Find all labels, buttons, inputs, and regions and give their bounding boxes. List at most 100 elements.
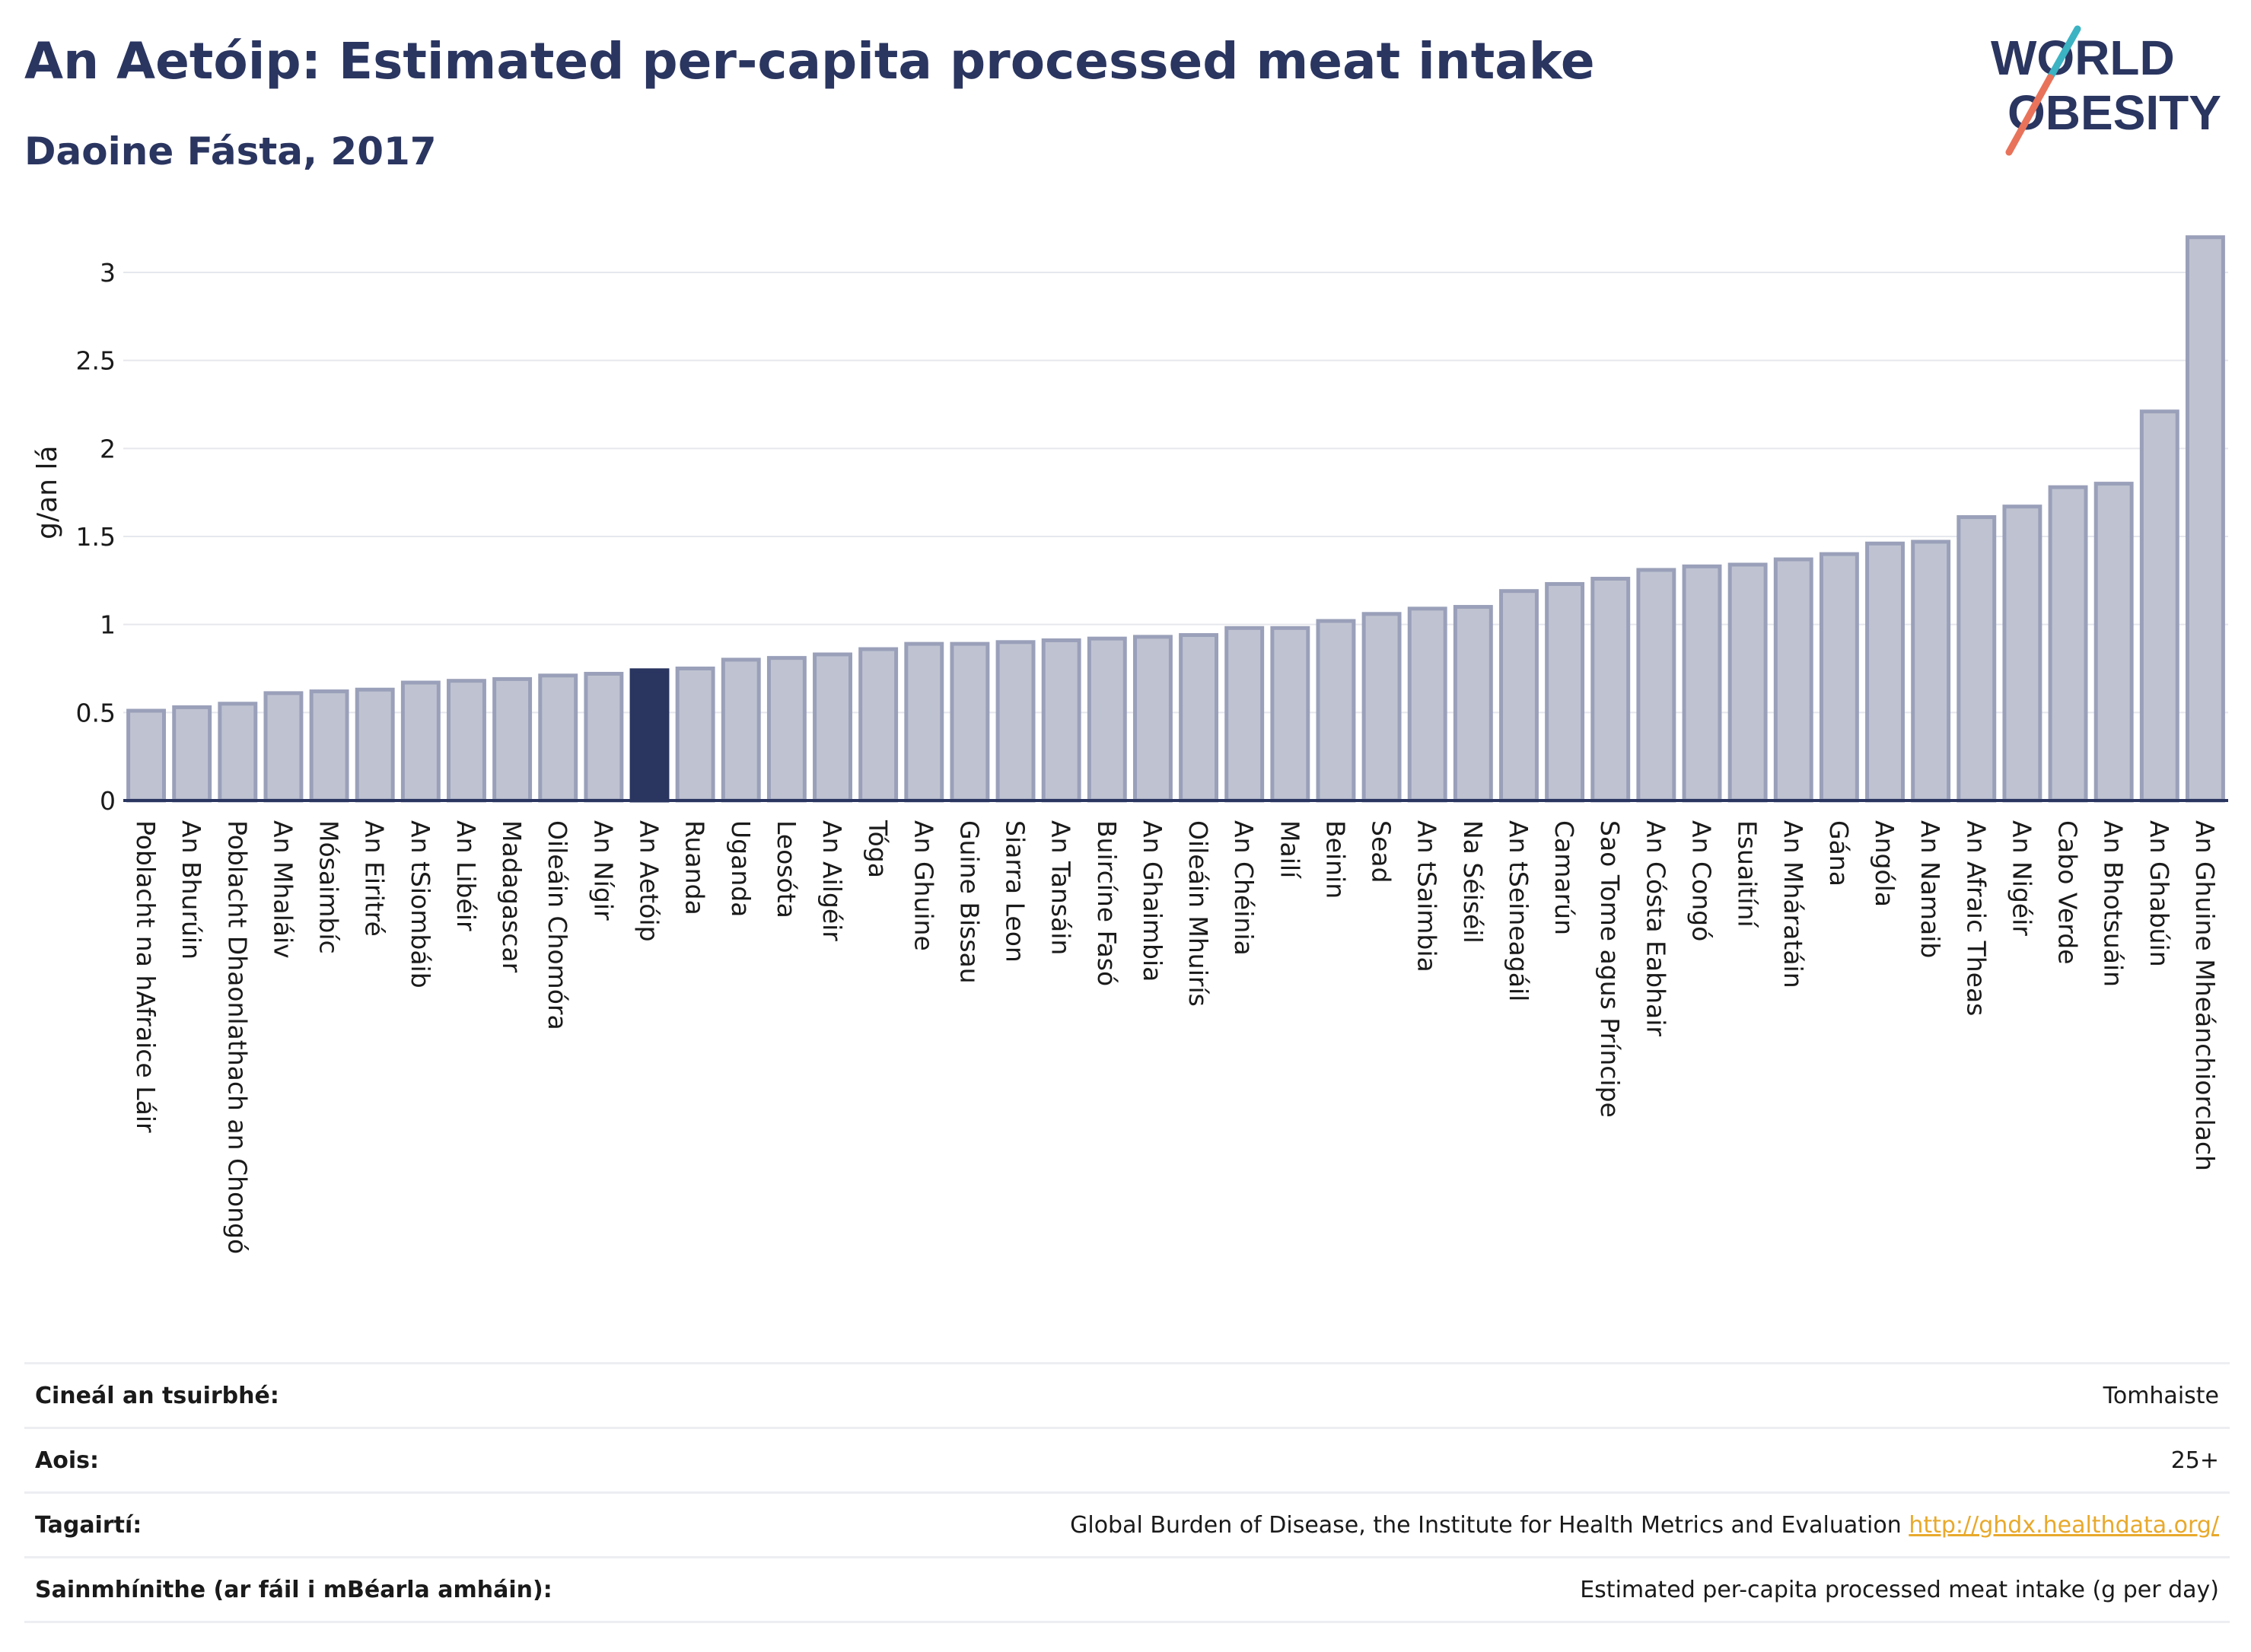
bar: [1361, 612, 1402, 803]
x-tick-label: An tSaimbia: [1412, 820, 1442, 972]
bar: [447, 679, 486, 803]
page-title: An Aetóip: Estimated per-capita processe…: [24, 32, 1595, 91]
x-tick-label: Esuaitíní: [1733, 820, 1762, 928]
info-label: Cineál an tsuirbhé:: [35, 1382, 279, 1409]
info-row-references: Tagairtí: Global Burden of Disease, the …: [24, 1491, 2230, 1556]
bar: [813, 652, 852, 803]
bar: [1132, 635, 1173, 803]
bar: [950, 641, 990, 803]
x-tick-label: An Ghabúin: [2144, 820, 2174, 967]
x-tick-label: Ruanda: [680, 820, 710, 915]
x-tick-label: Na Séiséil: [1458, 820, 1488, 944]
x-tick-label: An Chéinia: [1229, 820, 1259, 956]
x-tick-label: Tóga: [863, 820, 893, 878]
bar: [1407, 606, 1447, 803]
y-tick-label: 0.5: [76, 698, 116, 727]
x-tick-label: Sead: [1367, 820, 1396, 883]
info-row-survey-type: Cineál an tsuirbhé: Tomhaiste: [24, 1362, 2230, 1427]
bar: [1956, 515, 1997, 803]
info-label: Tagairtí:: [35, 1511, 142, 1539]
x-tick-label: An Namaib: [1915, 820, 1945, 958]
bar: [400, 680, 441, 803]
x-tick-label: An Libéir: [451, 820, 481, 931]
x-tick-label: Buircíne Fasó: [1092, 820, 1122, 986]
bar: [629, 668, 670, 803]
x-tick-label: Poblacht Dhaonlathach an Chongó: [222, 820, 252, 1254]
info-row-age: Aois: 25+: [24, 1427, 2230, 1491]
bar: [355, 687, 395, 803]
bar: [904, 641, 944, 803]
x-tick-label: An Ghaimbia: [1138, 820, 1167, 982]
info-value: 25+: [2170, 1447, 2219, 1474]
info-value: Tomhaiste: [2103, 1382, 2219, 1409]
x-tick-label: An Nígir: [588, 820, 618, 921]
x-tick-label: Gána: [1824, 820, 1854, 886]
bar: [1911, 540, 1951, 803]
x-tick-label: Mailí: [1275, 820, 1304, 880]
logo-coral-slash: [2005, 74, 2054, 156]
bar: [309, 689, 349, 803]
x-tick-label: An Eiritré: [360, 820, 390, 937]
x-tick-label: Sao Tome agus Príncipe: [1595, 820, 1625, 1118]
bar: [1270, 625, 1310, 803]
bar: [766, 656, 807, 803]
x-tick-label: An Bhurúin: [177, 820, 206, 960]
y-tick-label: 1.5: [76, 522, 116, 552]
bar: [263, 691, 304, 803]
bar: [1316, 619, 1356, 803]
x-tick-label: Madagascar: [497, 820, 527, 973]
bar: [2139, 409, 2179, 803]
bar: [2093, 482, 2134, 803]
bar: [1179, 633, 1219, 803]
x-tick-label: Angóla: [1870, 820, 1899, 907]
bar: [2048, 485, 2088, 803]
x-tick-label: Siarra Leon: [1001, 820, 1030, 963]
bar: [492, 676, 533, 803]
x-tick-label: Oileáin Mhuirís: [1183, 820, 1213, 1007]
x-tick-label: An tSeineagáil: [1504, 820, 1533, 1001]
x-tick-label: Leosóta: [772, 820, 801, 918]
x-tick-label: An Tansáin: [1046, 820, 1076, 955]
x-tick-label: An Afraic Theas: [1961, 820, 1991, 1016]
x-tick-label: Camarún: [1549, 820, 1579, 935]
x-tick-label: An Nigéir: [2007, 820, 2036, 936]
x-tick-label: An Mháratáin: [1778, 820, 1808, 988]
bar: [1682, 564, 1722, 803]
info-row-definitions: Sainmhínithe (ar fáil i mBéarla amháin):…: [24, 1556, 2230, 1623]
bar: [995, 640, 1036, 803]
x-tick-label: An Ailgéir: [817, 820, 847, 941]
info-value: Estimated per-capita processed meat inta…: [1580, 1576, 2219, 1603]
x-tick-label: Beinin: [1320, 820, 1350, 899]
x-tick-label: Oileáin Chomóra: [543, 820, 572, 1030]
world-obesity-logo: WORLD OBESITY: [1991, 25, 2221, 156]
x-tick-label: An Cósta Eabhair: [1641, 820, 1670, 1036]
bar: [721, 657, 761, 803]
bar: [675, 667, 715, 803]
y-tick-label: 2: [100, 434, 116, 463]
x-tick-label: Cabo Verde: [2053, 820, 2083, 964]
x-tick-label: Poblacht na hAfraice Láir: [131, 820, 161, 1133]
bar: [172, 705, 212, 803]
bar: [1499, 589, 1539, 803]
x-tick-label: An Ghuine: [909, 820, 938, 951]
bar: [1865, 541, 1905, 803]
reference-text: Global Burden of Disease, the Institute …: [1070, 1511, 1902, 1539]
x-tick-label: An Congó: [1687, 820, 1717, 941]
reference-link[interactable]: http://ghdx.healthdata.org/: [1909, 1511, 2219, 1539]
bar-chart: 0 0.5 1 1.5 2 2.5 3 g/an lá Poblacht na hAfraice…: [32, 235, 2228, 1254]
bar: [2002, 505, 2042, 803]
x-tick-label: Mósaimbíc: [314, 820, 344, 954]
info-value: Global Burden of Disease, the Institute …: [1070, 1512, 2230, 1539]
x-tick-label: Uganda: [726, 820, 756, 917]
info-table: Cineál an tsuirbhé: Tomhaiste Aois: 25+ …: [24, 1362, 2230, 1623]
bar: [1819, 552, 1859, 803]
x-tick-label: An Mhaláiv: [268, 820, 298, 959]
bar: [858, 647, 899, 803]
x-tick-label: Guine Bissau: [954, 820, 984, 984]
page-subtitle: Daoine Fásta, 2017: [24, 129, 437, 173]
bar: [1590, 577, 1631, 803]
bar: [1224, 625, 1265, 803]
bar: [1545, 581, 1585, 803]
y-axis-label: g/an lá: [32, 445, 63, 539]
bar: [1636, 568, 1676, 803]
